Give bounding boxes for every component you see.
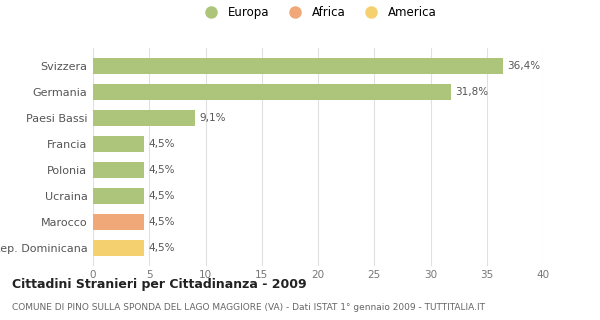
Text: 4,5%: 4,5%: [148, 139, 175, 149]
Text: COMUNE DI PINO SULLA SPONDA DEL LAGO MAGGIORE (VA) - Dati ISTAT 1° gennaio 2009 : COMUNE DI PINO SULLA SPONDA DEL LAGO MAG…: [12, 303, 485, 312]
Text: 36,4%: 36,4%: [507, 61, 540, 71]
Bar: [93, 110, 196, 125]
Text: 4,5%: 4,5%: [148, 217, 175, 227]
Text: 9,1%: 9,1%: [200, 113, 226, 123]
Text: 31,8%: 31,8%: [455, 87, 488, 97]
Bar: [93, 162, 143, 178]
Bar: [93, 84, 451, 100]
Text: 4,5%: 4,5%: [148, 165, 175, 175]
Text: 4,5%: 4,5%: [148, 191, 175, 201]
Legend: Europa, Africa, America: Europa, Africa, America: [199, 6, 437, 19]
Bar: [93, 240, 143, 256]
Text: Cittadini Stranieri per Cittadinanza - 2009: Cittadini Stranieri per Cittadinanza - 2…: [12, 278, 307, 291]
Bar: [93, 136, 143, 152]
Bar: [93, 188, 143, 204]
Bar: [93, 58, 503, 74]
Bar: [93, 214, 143, 230]
Text: 4,5%: 4,5%: [148, 243, 175, 253]
